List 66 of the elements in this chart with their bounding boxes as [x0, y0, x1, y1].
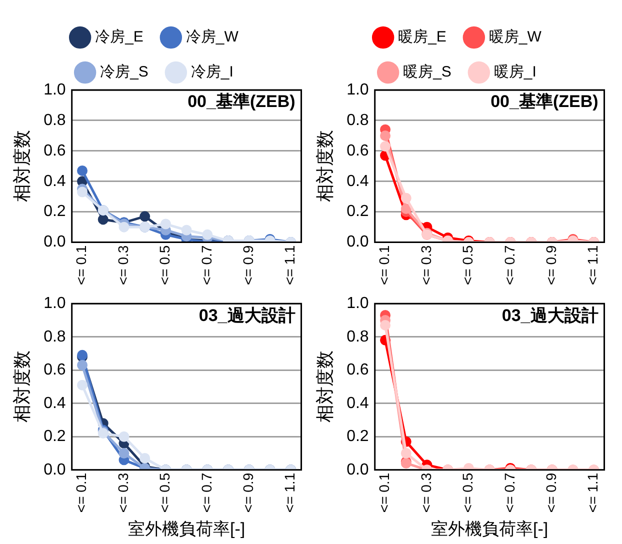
y-tick-label: 0.0 [346, 461, 369, 478]
x-tick-label: <= 0.7 [501, 245, 518, 285]
x-tick-label: <= 0.3 [114, 472, 131, 513]
x-tick-label: <= 0.1 [73, 472, 90, 513]
x-tick-label: <= 1.1 [282, 472, 298, 513]
legend-label: 冷房_E [95, 28, 144, 46]
y-tick-label: 1.0 [346, 295, 369, 312]
chart-title: 03_過大設計 [198, 306, 296, 325]
y-tick-label: 0.0 [44, 461, 66, 478]
y-tick-label: 0.6 [346, 142, 369, 160]
legend-label: 暖房_E [398, 28, 446, 46]
y-axis-title: 相対度数 [12, 130, 32, 202]
x-tick-label: <= 0.7 [198, 245, 214, 285]
y-tick-label: 0.8 [44, 328, 66, 346]
x-tick-label: <= 0.9 [542, 472, 559, 513]
y-tick-label: 0.8 [44, 112, 66, 129]
y-tick-label: 1.0 [44, 295, 66, 312]
y-tick-label: 0.8 [346, 328, 369, 346]
legend-label: 冷房_I [190, 64, 234, 81]
x-tick-label: <= 0.3 [114, 245, 131, 285]
x-axis-title: 室外機負荷率[-] [431, 519, 548, 538]
y-axis-title: 相対度数 [314, 350, 335, 423]
x-tick-label: <= 0.5 [460, 245, 476, 285]
y-tick-label: 1.0 [346, 81, 369, 98]
x-tick-label: <= 0.3 [418, 472, 434, 513]
y-tick-label: 0.2 [44, 428, 66, 446]
x-tick-label: <= 0.9 [240, 245, 256, 285]
y-tick-label: 0.6 [44, 362, 66, 379]
y-tick-label: 0.2 [346, 428, 369, 446]
y-tick-label: 0.4 [44, 172, 66, 190]
y-tick-label: 0.2 [346, 203, 369, 220]
y-tick-label: 0.0 [44, 234, 66, 251]
y-tick-label: 0.6 [44, 142, 66, 160]
x-tick-label: <= 0.1 [376, 245, 392, 285]
x-tick-label: <= 0.3 [418, 245, 434, 285]
chart-title: 03_過大設計 [502, 306, 598, 325]
x-tick-label: <= 1.1 [282, 245, 298, 285]
legend-label: 暖房_W [488, 28, 542, 46]
y-tick-label: 0.0 [346, 234, 369, 251]
legend-label: 暖房_I [494, 64, 536, 81]
y-tick-label: 0.4 [346, 394, 369, 412]
legend-label: 冷房_W [186, 28, 240, 46]
x-tick-label: <= 0.9 [240, 472, 256, 513]
legend-label: 冷房_S [100, 64, 148, 81]
x-tick-label: <= 1.1 [584, 245, 601, 285]
y-axis-title: 相対度数 [12, 350, 32, 423]
y-tick-label: 0.2 [44, 203, 66, 220]
y-tick-label: 0.8 [346, 112, 369, 129]
x-tick-label: <= 0.7 [198, 472, 214, 513]
y-tick-label: 0.6 [346, 362, 369, 379]
x-tick-label: <= 0.5 [460, 472, 476, 513]
chart-title: 00_基準(ZEB) [188, 92, 296, 112]
y-tick-label: 0.4 [346, 172, 369, 190]
x-tick-label: <= 0.5 [156, 472, 173, 513]
x-tick-label: <= 0.7 [501, 472, 518, 513]
x-axis-title: 室外機負荷率[-] [128, 519, 246, 538]
x-tick-label: <= 0.9 [542, 245, 559, 285]
x-tick-label: <= 0.1 [73, 245, 90, 285]
chart-title: 00_基準(ZEB) [490, 92, 598, 112]
x-tick-label: <= 1.1 [584, 472, 601, 513]
x-tick-label: <= 0.5 [156, 245, 173, 285]
y-axis-title: 相対度数 [314, 130, 335, 202]
legend-label: 暖房_S [403, 64, 452, 81]
y-tick-label: 0.4 [44, 394, 66, 412]
y-tick-label: 1.0 [44, 81, 66, 98]
x-tick-label: <= 0.1 [376, 472, 392, 513]
